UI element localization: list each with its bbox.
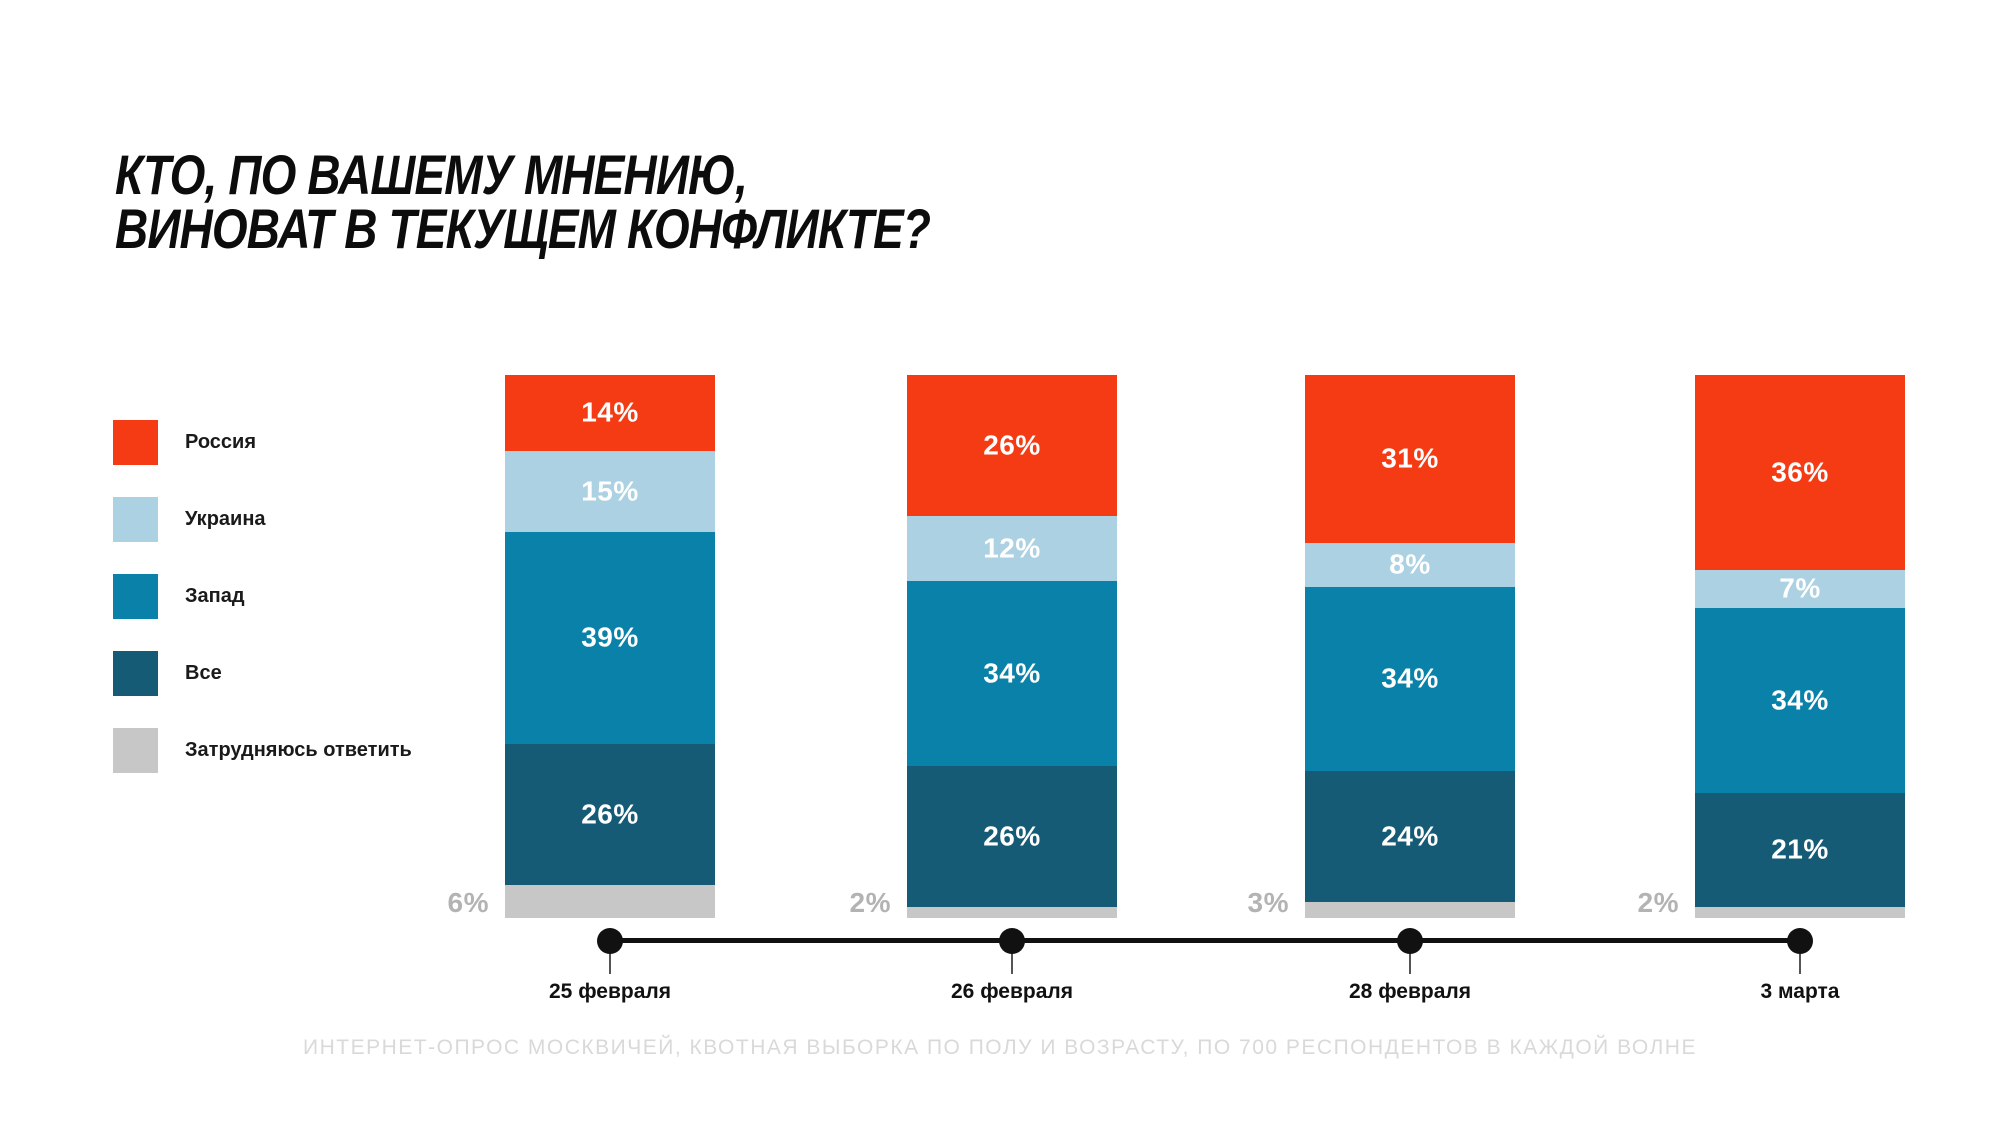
timeline-tick-2 <box>1011 940 1013 974</box>
value-label-undecided-wave-2: 2% <box>849 887 891 918</box>
segment-all-wave-2: 26% <box>907 765 1117 908</box>
value-label-russia-wave-2: 26% <box>983 428 1041 460</box>
legend-label-undecided: Затрудняюсь ответить <box>185 739 412 761</box>
segment-russia-wave-1: 14% <box>505 375 715 452</box>
value-label-undecided-wave-4: 2% <box>1637 887 1679 918</box>
segment-ukraine-wave-4: 7% <box>1695 570 1905 609</box>
segment-russia-wave-2: 26% <box>907 375 1117 517</box>
segment-west-wave-2: 34% <box>907 581 1117 766</box>
segment-west-wave-3: 34% <box>1305 586 1515 772</box>
segment-ukraine-wave-3: 8% <box>1305 543 1515 587</box>
value-label-russia-wave-3: 31% <box>1381 442 1439 474</box>
legend-item-undecided: Затрудняюсь ответить <box>113 728 412 773</box>
date-label-1: 25 февраля <box>549 980 671 1003</box>
chart-title-line2: ВИНОВАТ В ТЕКУЩЕМ КОНФЛИКТЕ? <box>115 197 931 260</box>
legend-swatch-west <box>113 574 158 619</box>
timeline-tick-3 <box>1409 940 1411 974</box>
value-label-undecided-wave-3: 3% <box>1247 887 1289 918</box>
bar-wave-3: 31% 8% 34% 24% <box>1305 375 1515 918</box>
value-label-ukraine-wave-1: 15% <box>581 475 639 507</box>
segment-all-wave-4: 21% <box>1695 793 1905 908</box>
value-label-ukraine-wave-2: 12% <box>983 532 1041 564</box>
value-label-ukraine-wave-3: 8% <box>1389 548 1431 580</box>
legend-label-all: Все <box>185 662 222 684</box>
chart-title: КТО, ПО ВАШЕМУ МНЕНИЮ, ВИНОВАТ В ТЕКУЩЕМ… <box>115 143 931 260</box>
legend-label-ukraine: Украина <box>185 508 266 530</box>
timeline-tick-4 <box>1799 940 1801 974</box>
legend: Россия Украина Запад Все Затрудняюсь ответит… <box>113 420 412 805</box>
timeline-dot-1 <box>597 927 623 954</box>
source-note: ИНТЕРНЕТ-ОПРОС МОСКВИЧЕЙ, КВОТНАЯ ВЫБОРК… <box>303 1036 1697 1059</box>
timeline-axis <box>610 938 1800 943</box>
bar-wave-4: 36% 7% 34% 21% <box>1695 375 1905 918</box>
value-label-all-wave-2: 26% <box>983 819 1041 851</box>
segment-west-wave-4: 34% <box>1695 608 1905 794</box>
segment-undecided-wave-3 <box>1305 901 1515 918</box>
segment-west-wave-1: 39% <box>505 532 715 745</box>
segment-ukraine-wave-1: 15% <box>505 451 715 533</box>
legend-swatch-ukraine <box>113 497 158 542</box>
legend-label-russia: Россия <box>185 431 257 453</box>
segment-all-wave-1: 26% <box>505 744 715 886</box>
legend-item-russia: Россия <box>113 420 412 465</box>
bar-wave-2: 26% 12% 34% 26% <box>907 375 1117 918</box>
value-label-all-wave-3: 24% <box>1381 819 1439 851</box>
segment-undecided-wave-2 <box>907 907 1117 918</box>
legend-item-all: Все <box>113 651 412 696</box>
value-label-west-wave-1: 39% <box>581 621 639 653</box>
timeline-dot-2 <box>999 927 1025 954</box>
bar-wave-1: 14% 15% 39% 26% <box>505 375 715 918</box>
value-label-all-wave-1: 26% <box>581 798 639 830</box>
segment-russia-wave-3: 31% <box>1305 375 1515 544</box>
segment-ukraine-wave-2: 12% <box>907 516 1117 582</box>
timeline-tick-1 <box>609 940 611 974</box>
segment-russia-wave-4: 36% <box>1695 375 1905 571</box>
value-label-all-wave-4: 21% <box>1771 833 1829 865</box>
legend-swatch-russia <box>113 420 158 465</box>
timeline-dot-3 <box>1397 927 1423 954</box>
value-label-russia-wave-1: 14% <box>581 396 639 428</box>
date-label-2: 26 февраля <box>951 980 1073 1003</box>
segment-all-wave-3: 24% <box>1305 771 1515 902</box>
date-label-4: 3 марта <box>1760 980 1840 1003</box>
legend-swatch-undecided <box>113 728 158 773</box>
value-label-undecided-wave-1: 6% <box>447 887 489 918</box>
legend-label-west: Запад <box>185 585 245 607</box>
value-label-russia-wave-4: 36% <box>1771 456 1829 488</box>
value-label-ukraine-wave-4: 7% <box>1779 572 1821 604</box>
segment-undecided-wave-4 <box>1695 907 1905 918</box>
chart-title-line1: КТО, ПО ВАШЕМУ МНЕНИЮ, <box>115 143 748 206</box>
date-label-3: 28 февраля <box>1349 980 1471 1003</box>
segment-undecided-wave-1 <box>505 885 715 918</box>
value-label-west-wave-2: 34% <box>983 656 1041 688</box>
legend-item-ukraine: Украина <box>113 497 412 542</box>
timeline-dot-4 <box>1787 927 1813 954</box>
value-label-west-wave-4: 34% <box>1771 684 1829 716</box>
value-label-west-wave-3: 34% <box>1381 662 1439 694</box>
legend-swatch-all <box>113 651 158 696</box>
legend-item-west: Запад <box>113 574 412 619</box>
